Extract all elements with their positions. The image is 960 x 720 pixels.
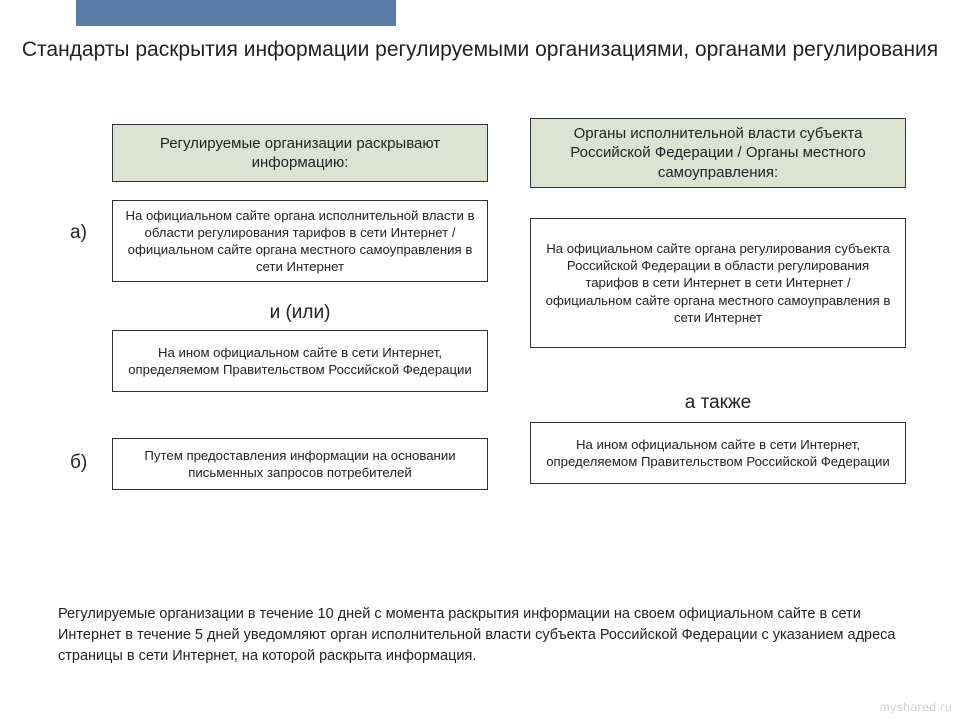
left-box-a2: На ином официальном сайте в сети Интерне… (112, 330, 488, 392)
label-b: б) (70, 452, 87, 474)
right-box-1: На официальном сайте органа регулировани… (530, 218, 906, 348)
connector-also: а также (530, 392, 906, 414)
right-header-box: Органы исполнительной власти субъекта Ро… (530, 118, 906, 188)
label-a: а) (70, 222, 87, 244)
right-box-2: На ином официальном сайте в сети Интерне… (530, 422, 906, 484)
left-header-text: Регулируемые организации раскрывают инфо… (123, 134, 477, 173)
page-title: Стандарты раскрытия информации регулируе… (0, 36, 960, 64)
left-box-a2-text: На ином официальном сайте в сети Интерне… (123, 344, 477, 378)
connector-or: и (или) (112, 302, 488, 324)
left-box-b-text: Путем предоставления информации на основ… (123, 447, 477, 481)
left-box-a1-text: На официальном сайте органа исполнительн… (123, 207, 477, 276)
top-accent-bar (76, 0, 396, 26)
footer-note: Регулируемые организации в течение 10 дн… (58, 604, 906, 667)
right-box-1-text: На официальном сайте органа регулировани… (541, 240, 895, 326)
right-box-2-text: На ином официальном сайте в сети Интерне… (541, 436, 895, 470)
watermark: myshared.ru (880, 700, 952, 714)
left-box-b: Путем предоставления информации на основ… (112, 438, 488, 490)
left-box-a1: На официальном сайте органа исполнительн… (112, 200, 488, 282)
right-header-text: Органы исполнительной власти субъекта Ро… (541, 124, 895, 183)
left-header-box: Регулируемые организации раскрывают инфо… (112, 124, 488, 182)
